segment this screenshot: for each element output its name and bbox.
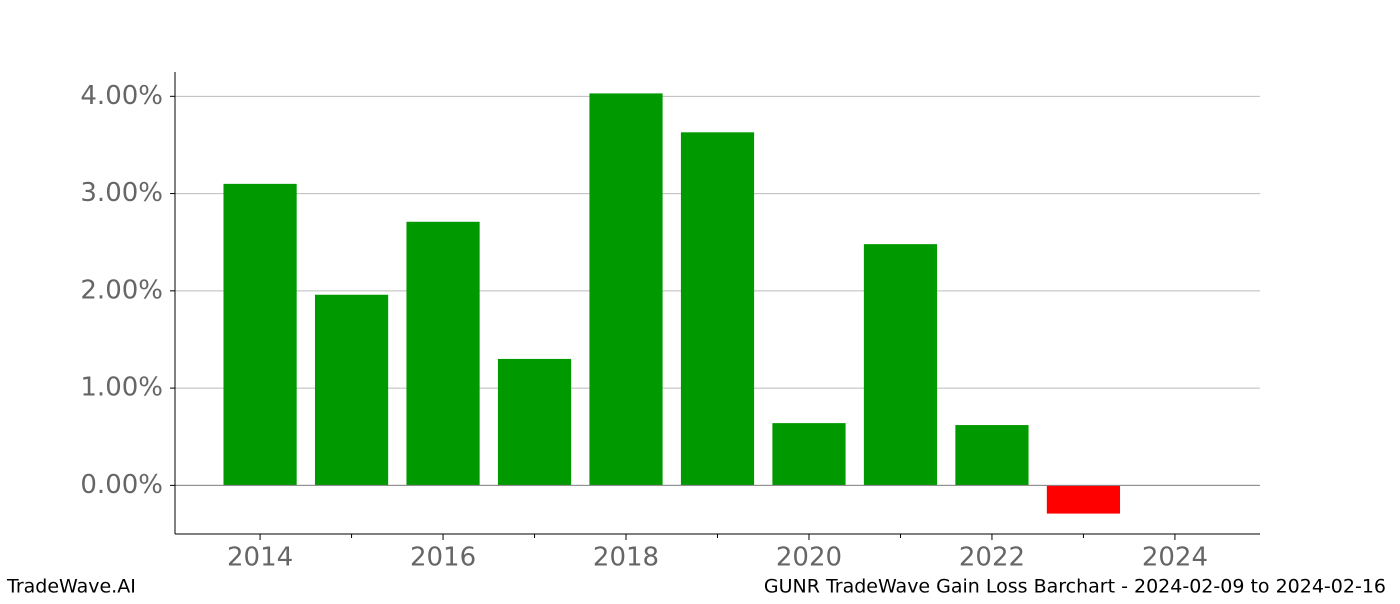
bar bbox=[314, 294, 389, 486]
y-tick-label: 3.00% bbox=[80, 178, 163, 208]
chart-title: GUNR TradeWave Gain Loss Barchart - 2024… bbox=[764, 576, 1386, 598]
bar bbox=[955, 425, 1029, 486]
bar bbox=[680, 132, 755, 486]
x-tick-label: 2024 bbox=[1142, 543, 1208, 573]
bar bbox=[223, 183, 297, 486]
watermark: TradeWave.AI bbox=[6, 576, 136, 598]
y-tick-label: 0.00% bbox=[80, 470, 163, 500]
x-tick-label: 2016 bbox=[410, 543, 476, 573]
y-tick-label: 2.00% bbox=[80, 275, 163, 305]
bar bbox=[406, 221, 480, 486]
bar bbox=[497, 358, 572, 486]
bar bbox=[863, 244, 938, 486]
x-tick-label: 2014 bbox=[227, 543, 293, 573]
x-tick-label: 2022 bbox=[959, 543, 1025, 573]
y-tick-label: 4.00% bbox=[80, 81, 163, 111]
bar bbox=[589, 93, 663, 486]
bar bbox=[772, 423, 846, 486]
bar bbox=[1046, 485, 1121, 514]
x-tick-label: 2018 bbox=[593, 543, 659, 573]
x-tick-label: 2020 bbox=[776, 543, 842, 573]
y-tick-label: 1.00% bbox=[80, 373, 163, 403]
